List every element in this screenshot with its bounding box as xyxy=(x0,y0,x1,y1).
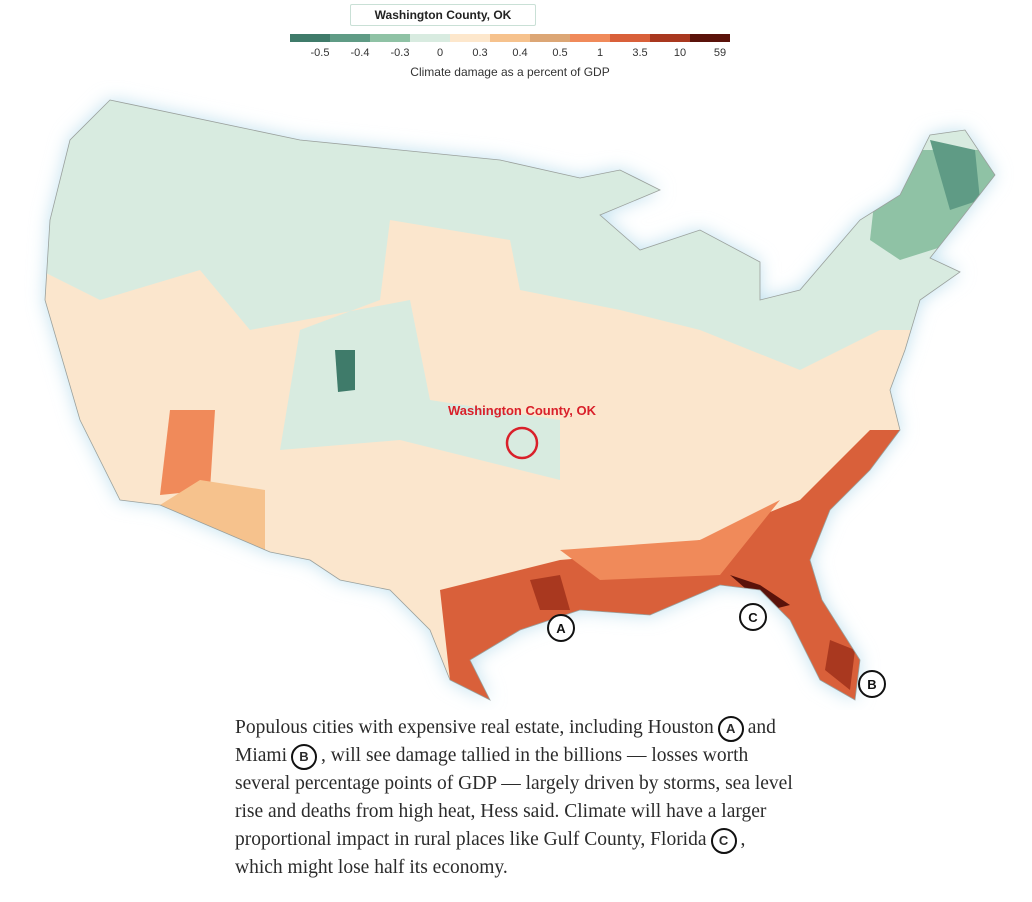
marker-circle xyxy=(739,603,767,631)
legend-label: 59 xyxy=(714,47,726,59)
legend-label: 0.5 xyxy=(552,47,567,59)
inline-marker: B xyxy=(291,743,317,770)
paragraph-text: , which might lose half its economy. xyxy=(235,829,746,878)
map-marker: B xyxy=(858,670,886,698)
colorado-dark xyxy=(335,350,355,392)
legend-label: 1 xyxy=(597,47,603,59)
legend-swatch xyxy=(490,34,530,42)
legend-swatch xyxy=(650,34,690,42)
legend-swatch xyxy=(450,34,490,42)
legend-label: -0.5 xyxy=(311,47,330,59)
legend-swatch xyxy=(530,34,570,42)
highlight-circle xyxy=(505,426,539,460)
legend-label: 0.4 xyxy=(512,47,527,59)
highlight-label: Washington County, OK xyxy=(448,403,597,418)
arizona-south xyxy=(160,480,265,550)
inline-marker: C xyxy=(710,827,737,854)
marker-circle xyxy=(547,614,575,642)
legend-label: -0.4 xyxy=(351,47,370,59)
legend-label: 0 xyxy=(437,47,443,59)
paragraph-text: and Miami xyxy=(235,717,776,766)
houston xyxy=(530,575,570,610)
map xyxy=(45,100,995,700)
legend-swatch xyxy=(330,34,370,42)
gulf-inland xyxy=(560,500,780,580)
marker-label: C xyxy=(748,610,758,625)
legend-label: 10 xyxy=(674,47,686,59)
miami xyxy=(825,640,855,690)
paragraph: Populous cities with expensive real esta… xyxy=(235,714,795,882)
legend-swatch xyxy=(690,34,730,42)
legend-swatch xyxy=(570,34,610,42)
search-box[interactable]: Washington County, OK xyxy=(350,4,536,26)
legend-swatch xyxy=(410,34,450,42)
legend-swatch xyxy=(610,34,650,42)
paragraph-text: Populous cities with expensive real esta… xyxy=(235,717,714,738)
marker-label: B xyxy=(867,677,876,692)
maine-dark xyxy=(930,140,980,210)
inline-marker: A xyxy=(717,715,744,742)
legend-swatch xyxy=(370,34,410,42)
legend-swatch xyxy=(290,34,330,42)
map-marker: C xyxy=(739,603,767,631)
paragraph-text: , will see damage tallied in the billion… xyxy=(235,745,793,850)
arizona-region xyxy=(160,410,215,495)
map-figure: Washington County, OK Climate damage as … xyxy=(44,34,996,701)
map-marker: A xyxy=(547,614,575,642)
legend-label: 0.3 xyxy=(472,47,487,59)
marker-circle xyxy=(858,670,886,698)
marker-label: A xyxy=(556,621,566,636)
legend-label: -0.3 xyxy=(391,47,410,59)
legend-caption: Climate damage as a percent of GDP xyxy=(410,65,609,79)
legend-label: 3.5 xyxy=(632,47,647,59)
